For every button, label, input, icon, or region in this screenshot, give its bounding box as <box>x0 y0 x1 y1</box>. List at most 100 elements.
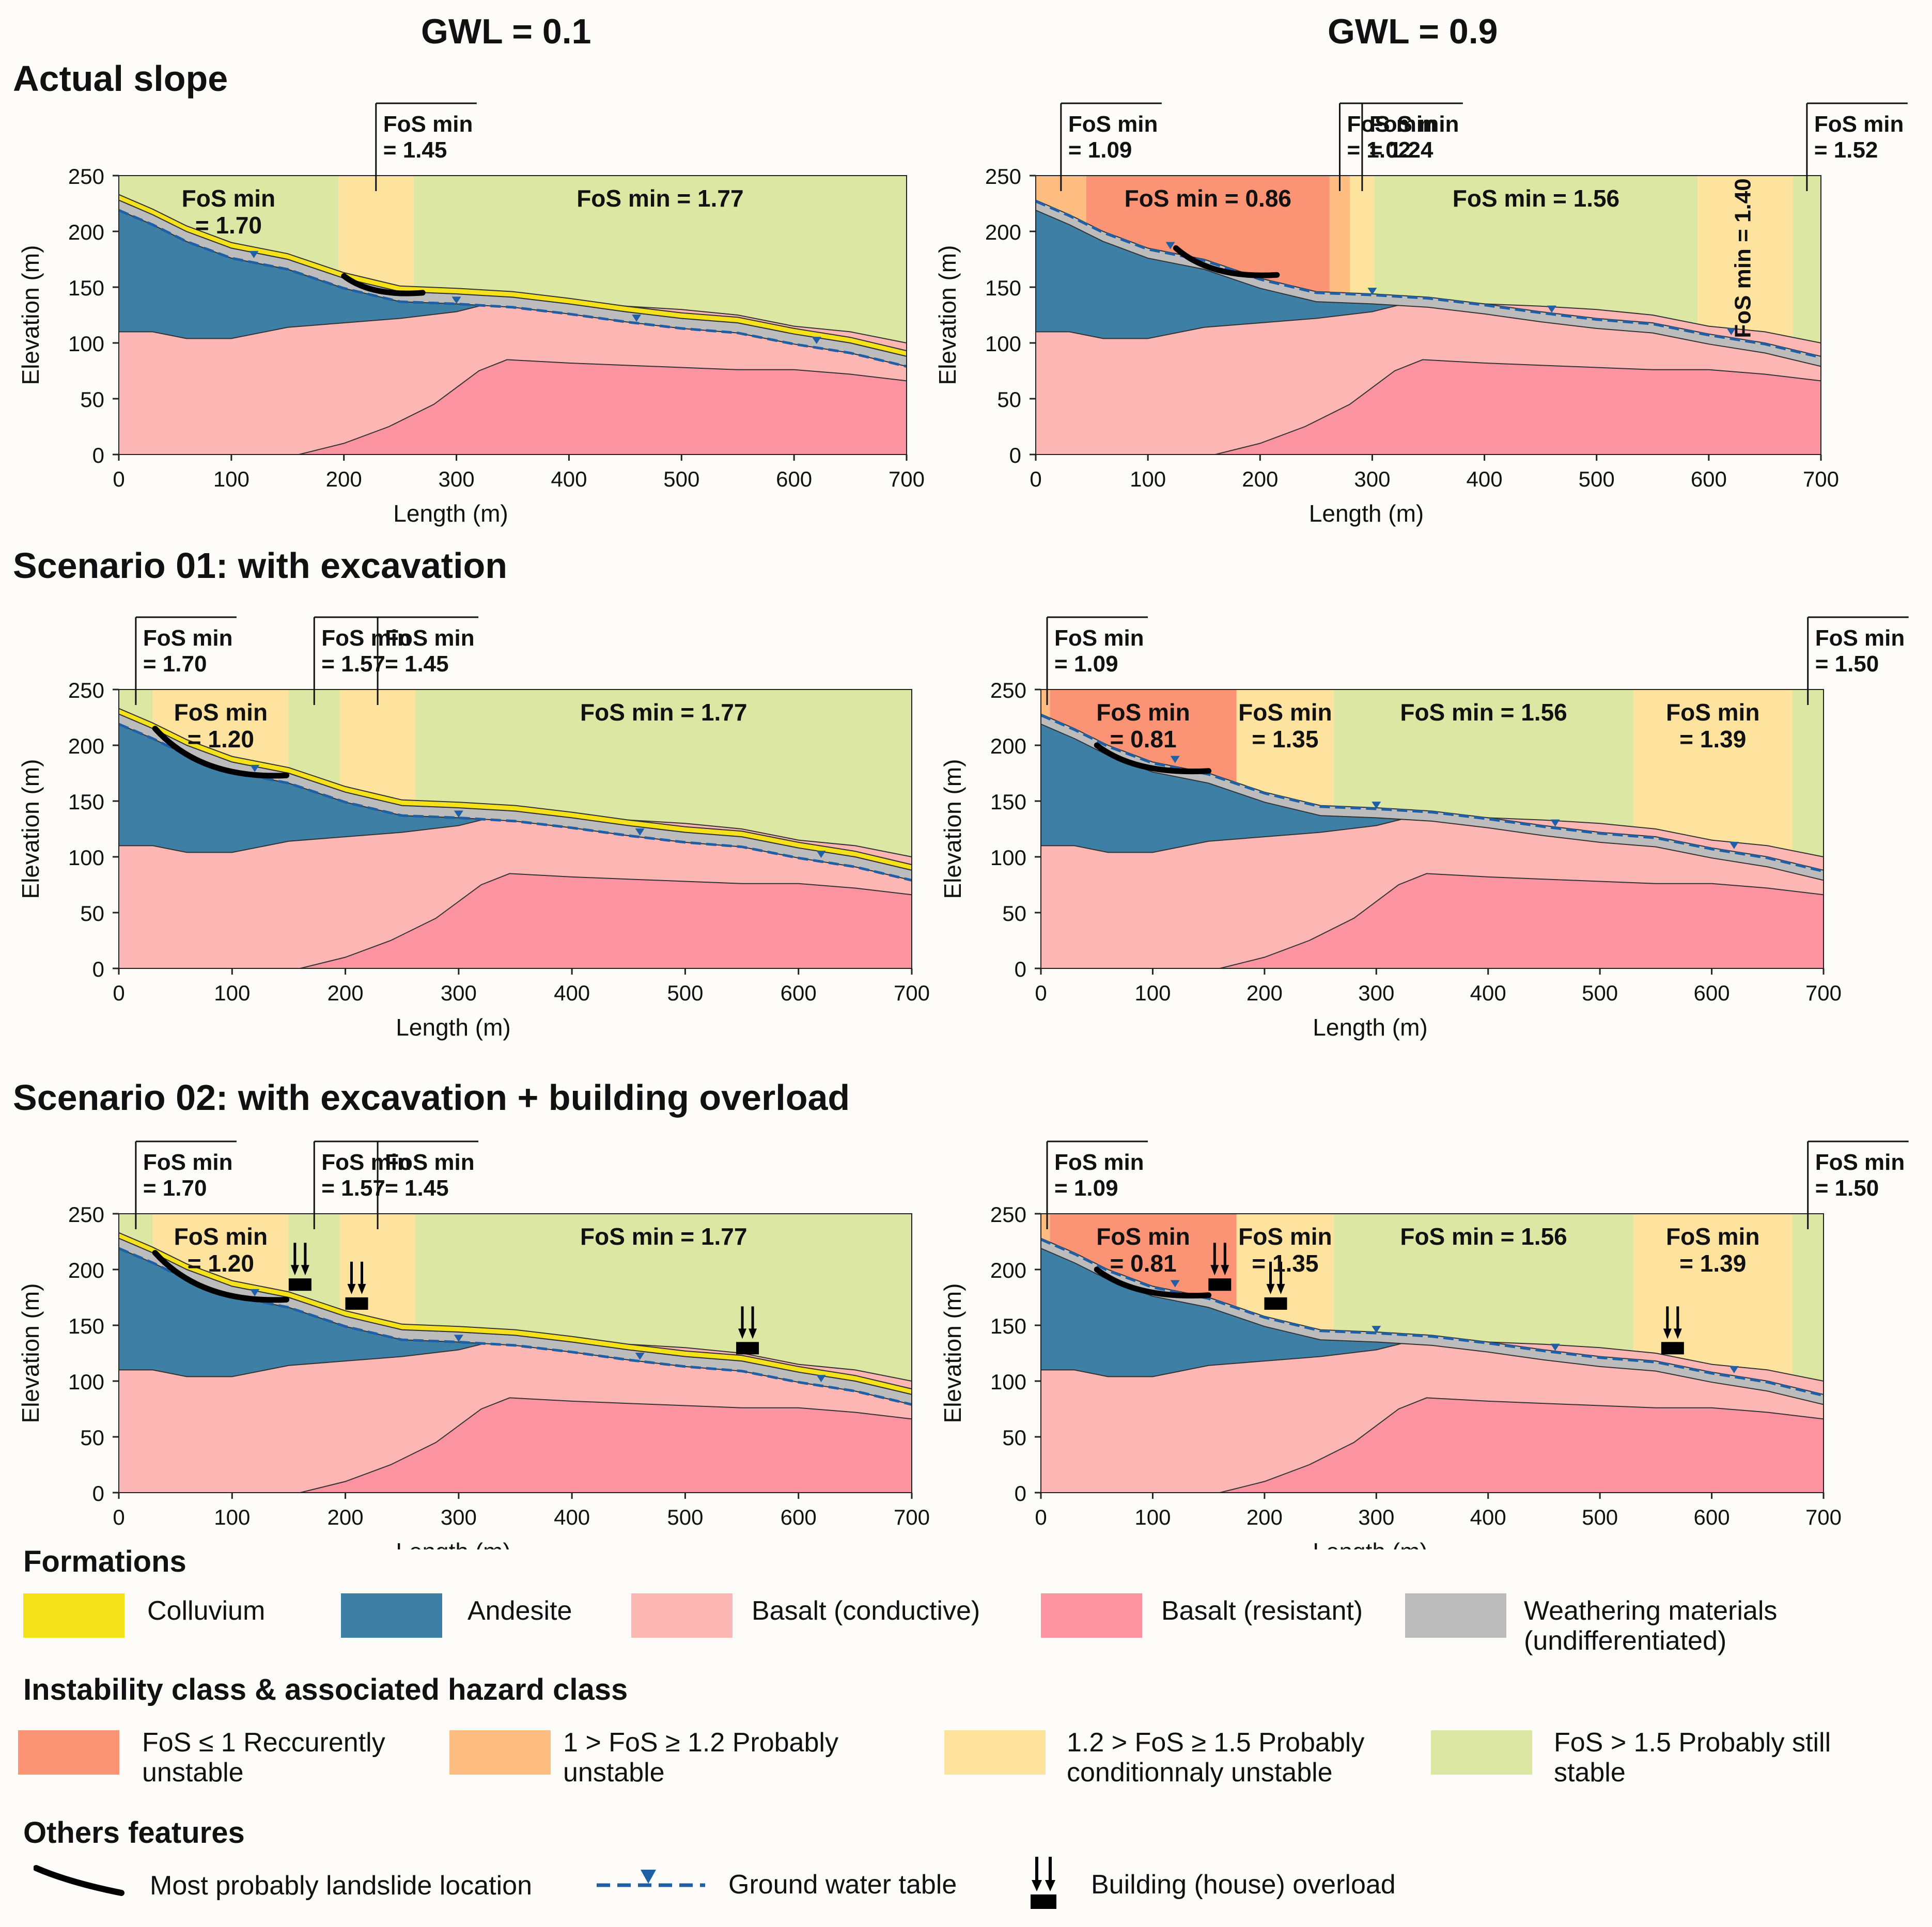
fos-value: = 1.20 <box>188 1250 254 1277</box>
landslide-line <box>152 726 290 779</box>
y-tick-label: 250 <box>990 678 1026 702</box>
water-table-marker <box>1372 802 1381 809</box>
x-tick-label: 400 <box>554 981 590 1005</box>
y-axis-label: Elevation (m) <box>17 245 44 385</box>
fos-value: = 0.81 <box>1110 1250 1176 1277</box>
overload-arrow-head <box>347 1283 356 1294</box>
y-tick-label: 150 <box>68 276 104 300</box>
y-tick-label: 100 <box>68 332 104 356</box>
fos-flag-value: = 1.02 <box>1347 137 1411 163</box>
legend-formations-title: Formations <box>23 1545 186 1578</box>
fos-flag-label: FoS min <box>1814 112 1904 137</box>
fos-flag-label: FoS min <box>321 1150 411 1175</box>
andesite-boundary <box>1041 1338 1824 1382</box>
fos-label: FoS min = 1.56 <box>1453 185 1619 212</box>
water-table-icon <box>597 1870 705 1887</box>
plot-frame <box>1035 175 1821 455</box>
legend-swatch-recurrently-unstable <box>18 1730 119 1775</box>
plot-frame <box>1040 1213 1824 1493</box>
y-tick-label: 250 <box>68 164 104 189</box>
x-axis-label: Length (m) <box>396 1014 510 1041</box>
y-tick-label: 50 <box>80 1425 104 1450</box>
fos-label: FoS min <box>174 699 268 726</box>
fos-flag-label: FoS min <box>1054 1150 1144 1175</box>
cross-section-panel-0-right: 0 50 100 150 200 250 0 100 200 300 400 500 600 700 Len… <box>934 102 1908 527</box>
fos-flag-value: = 1.50 <box>1815 651 1879 677</box>
x-tick-label: 100 <box>1130 467 1166 491</box>
fos-label: FoS min <box>1666 699 1759 726</box>
x-tick-label: 600 <box>781 1505 817 1529</box>
y-axis-label: Elevation (m) <box>939 1283 966 1423</box>
plot-frame <box>118 1213 912 1493</box>
fos-label: FoS min = 1.77 <box>580 1223 747 1250</box>
fos-flag-value: = 1.45 <box>385 1176 449 1201</box>
x-tick-label: 400 <box>554 1505 590 1529</box>
legend-label-conditionally-unstable: 1.2 > FoS ≥ 1.5 Probably conditionnaly u… <box>1067 1728 1365 1788</box>
plot-frame <box>1040 689 1824 969</box>
fos-label: FoS min = 1.56 <box>1400 1223 1567 1250</box>
x-tick-label: 400 <box>1467 467 1503 491</box>
y-axis-label: Elevation (m) <box>934 245 961 385</box>
fos-flag-value: = 1.50 <box>1815 1176 1879 1201</box>
andesite-boundary <box>1036 300 1821 343</box>
ground-water-table <box>1035 200 1821 359</box>
legend-label-water-table: Ground water table <box>728 1870 957 1900</box>
x-tick-label: 300 <box>1354 467 1390 491</box>
overload-arrow-head <box>290 1265 299 1276</box>
y-tick-label: 100 <box>68 1370 104 1394</box>
fos-flag-value: = 1.24 <box>1369 137 1434 163</box>
fos-value: = 1.35 <box>1252 1250 1318 1277</box>
fos-label: FoS min <box>174 1223 268 1250</box>
legend-label-basalt-conductive: Basalt (conductive) <box>752 1596 980 1626</box>
x-axis-label: Length (m) <box>1309 500 1424 527</box>
water-table-marker <box>1372 1326 1381 1334</box>
x-tick-label: 700 <box>894 981 930 1005</box>
y-tick-label: 50 <box>80 901 104 926</box>
x-tick-label: 0 <box>1035 981 1047 1005</box>
x-tick-label: 200 <box>328 1505 364 1529</box>
building-block <box>1208 1278 1232 1291</box>
water-table-marker <box>632 314 642 322</box>
x-tick-label: 0 <box>113 981 124 1005</box>
fos-label: FoS min <box>1238 699 1332 726</box>
overload-arrow-head <box>301 1265 309 1276</box>
water-table-marker <box>1550 1343 1560 1351</box>
x-tick-label: 100 <box>213 467 250 491</box>
x-tick-label: 600 <box>776 467 812 491</box>
legend-label-basalt-resistant: Basalt (resistant) <box>1161 1596 1363 1626</box>
andesite-boundary <box>1041 813 1824 857</box>
overload-arrow-head <box>1673 1328 1682 1339</box>
x-tick-label: 200 <box>326 467 362 491</box>
water-table-marker <box>1170 756 1180 763</box>
y-tick-label: 50 <box>1002 901 1026 926</box>
cross-section-panel-1-right: 0 50 100 150 200 250 0 100 200 300 400 500 600 700 Len… <box>939 616 1909 1041</box>
basalt-resistant-layer <box>1220 1397 1824 1493</box>
water-table-marker <box>454 810 463 818</box>
fos-flag-label: FoS min <box>1815 1150 1905 1175</box>
water-table-marker <box>250 1289 260 1296</box>
legend-swatch-basalt-resistant <box>1041 1593 1142 1638</box>
fos-flag-value: = 1.52 <box>1814 137 1878 163</box>
legend-label-building-overload: Building (house) overload <box>1091 1870 1396 1900</box>
ground-water-table <box>1040 714 1824 873</box>
fos-flag-value: = 1.09 <box>1068 137 1132 163</box>
legend-swatch-probably-unstable <box>449 1730 551 1775</box>
landslide-line <box>341 273 426 296</box>
overload-arrow-head <box>1663 1328 1672 1339</box>
basalt-resistant-layer <box>1220 873 1824 969</box>
y-axis-label: Elevation (m) <box>939 759 966 899</box>
x-tick-label: 100 <box>214 981 250 1005</box>
row-title-scenario-02: Scenario 02: with excavation + building … <box>13 1077 850 1118</box>
landslide-line <box>152 1250 290 1303</box>
water-table-marker <box>1729 841 1739 849</box>
water-table-marker <box>250 764 260 772</box>
x-tick-label: 500 <box>1582 981 1618 1005</box>
water-table-marker <box>812 337 821 344</box>
cross-section-panels: 0 50 100 150 200 250 0 100 200 300 400 500 600 700 Len… <box>17 102 1909 1549</box>
x-tick-label: 200 <box>1242 467 1278 491</box>
water-table-marker <box>1729 1366 1739 1373</box>
x-axis-label: Length (m) <box>1313 1538 1427 1549</box>
x-tick-label: 400 <box>1470 1505 1506 1529</box>
landslide-line <box>1094 742 1212 775</box>
x-tick-label: 200 <box>1247 981 1283 1005</box>
